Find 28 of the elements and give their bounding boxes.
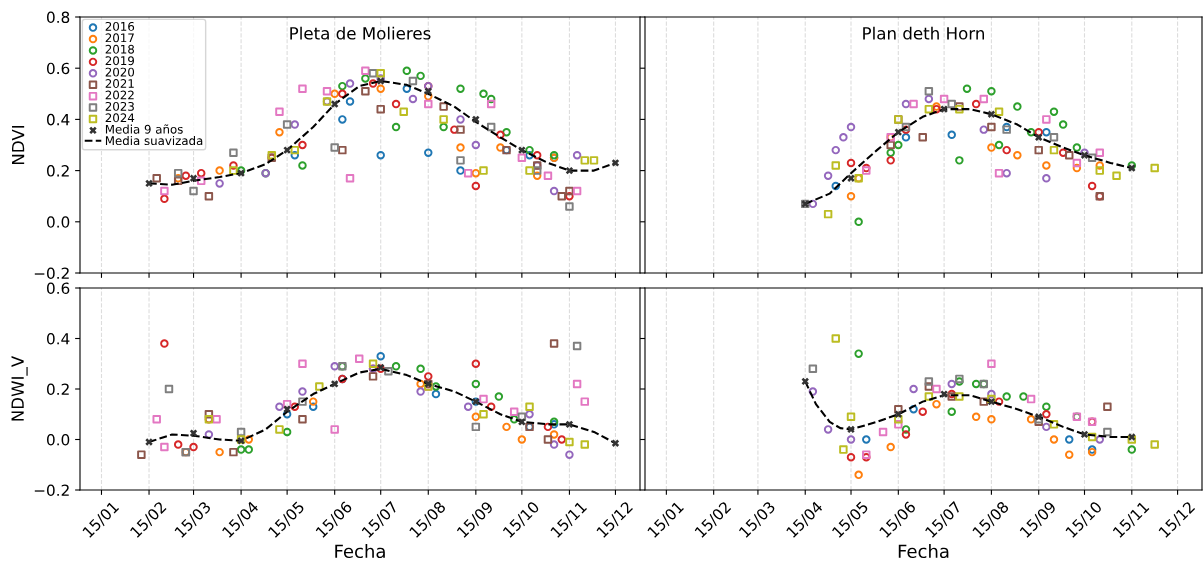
y-tick-label: 0.0 — [46, 216, 70, 228]
y-tick-label: 0.2 — [46, 383, 69, 396]
chart-title: Pleta de Molieres — [290, 26, 431, 40]
y-axis-title: NDWI_V — [11, 355, 28, 421]
x-axis-title: Fecha — [335, 544, 385, 559]
y-axis-title: NDVI — [12, 125, 25, 165]
y-tick-label: 0.6 — [46, 62, 70, 75]
y-tick-label: −0.2 — [34, 267, 69, 280]
legend-label: 2018 — [105, 44, 135, 54]
legend-label: 2022 — [105, 90, 134, 100]
legend-label: 2021 — [105, 79, 134, 88]
chart-title: Plan deth Horn — [863, 26, 984, 40]
y-tick-label: 0.0 — [46, 433, 70, 446]
y-tick-label: 0.4 — [46, 113, 70, 126]
legend-label: 2024 — [105, 113, 135, 123]
legend-label: 2023 — [105, 101, 134, 111]
y-tick-label: 0.6 — [46, 282, 70, 295]
legend-label: 2016 — [105, 21, 135, 31]
y-tick-label: −0.2 — [34, 484, 69, 497]
legend-label: 2019 — [105, 56, 135, 66]
legend-label: 2020 — [105, 67, 135, 77]
y-tick-label: 0.8 — [46, 11, 70, 24]
legend-label: Media 9 años — [105, 124, 183, 134]
legend-label: Media suavizada — [105, 135, 203, 146]
legend-label: 2017 — [105, 33, 134, 43]
y-tick-label: 0.2 — [46, 165, 69, 177]
x-axis-title: Fecha — [898, 544, 949, 559]
y-tick-label: 0.4 — [46, 332, 70, 345]
